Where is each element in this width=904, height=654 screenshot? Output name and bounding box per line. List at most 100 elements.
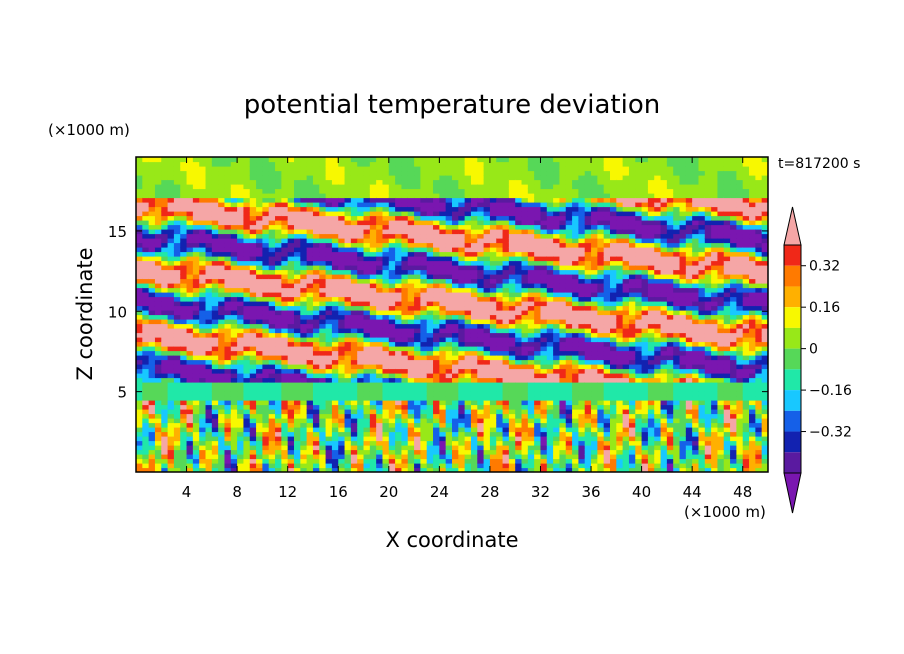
field-cell <box>515 251 523 257</box>
field-cell <box>401 373 409 379</box>
field-cell <box>136 373 143 379</box>
field-cell <box>388 364 396 370</box>
field-cell <box>243 157 251 163</box>
field-cell <box>173 292 181 298</box>
field-cell <box>534 404 542 410</box>
field-cell <box>496 328 504 334</box>
field-cell <box>502 251 510 257</box>
field-cell <box>224 319 232 325</box>
field-cell <box>369 179 377 185</box>
field-cell <box>489 458 497 464</box>
field-cell <box>192 409 200 415</box>
field-cell <box>483 404 491 410</box>
field-cell <box>173 386 181 392</box>
field-cell <box>275 359 282 365</box>
field-cell <box>249 350 257 356</box>
field-cell <box>237 170 245 176</box>
field-cell <box>167 238 175 244</box>
field-cell <box>167 323 175 329</box>
field-cell <box>205 296 213 302</box>
field-cell <box>325 269 333 275</box>
field-cell <box>489 161 497 167</box>
field-cell <box>382 386 390 392</box>
field-cell <box>237 287 245 293</box>
field-cell <box>268 467 276 472</box>
field-cell <box>369 224 377 230</box>
field-cell <box>338 377 346 383</box>
field-cell <box>363 323 371 329</box>
field-cell <box>508 292 516 298</box>
field-cell <box>489 431 497 437</box>
field-cell <box>211 184 219 190</box>
field-cell <box>211 368 219 374</box>
field-cell <box>230 463 238 469</box>
field-cell <box>230 328 238 334</box>
field-cell <box>142 449 150 455</box>
field-cell <box>433 310 440 316</box>
field-cell <box>414 449 421 455</box>
field-cell <box>489 350 497 356</box>
field-cell <box>553 431 561 437</box>
field-cell <box>401 166 409 172</box>
field-cell <box>546 251 554 257</box>
field-cell <box>521 274 529 280</box>
field-cell <box>167 157 175 163</box>
field-cell <box>369 170 377 176</box>
field-cell <box>136 404 143 410</box>
field-cell <box>553 265 561 271</box>
field-cell <box>312 305 320 311</box>
field-cell <box>477 215 485 221</box>
field-cell <box>496 368 504 374</box>
field-cell <box>319 175 327 181</box>
field-cell <box>395 157 403 163</box>
field-cell <box>508 431 516 437</box>
field-cell <box>395 364 403 370</box>
field-cell <box>521 445 529 451</box>
field-cell <box>395 206 403 212</box>
field-cell <box>230 197 238 203</box>
field-cell <box>388 256 396 262</box>
field-cell <box>306 391 314 397</box>
field-cell <box>350 440 358 446</box>
field-cell <box>218 157 226 163</box>
field-cell <box>192 413 200 419</box>
field-cell <box>243 463 251 469</box>
field-cell <box>433 211 440 217</box>
field-cell <box>161 467 169 472</box>
field-cell <box>344 386 352 392</box>
field-cell <box>312 188 320 194</box>
field-cell <box>331 166 339 172</box>
field-cell <box>470 238 478 244</box>
field-cell <box>262 193 270 199</box>
field-cell <box>199 368 207 374</box>
field-cell <box>199 341 207 347</box>
field-cell <box>470 166 478 172</box>
field-cell <box>553 323 561 329</box>
field-cell <box>515 220 523 226</box>
field-cell <box>300 157 308 163</box>
field-cell <box>344 404 352 410</box>
field-cell <box>294 251 301 257</box>
field-cell <box>350 260 358 266</box>
field-cell <box>527 247 535 253</box>
field-cell <box>452 413 459 419</box>
field-cell <box>142 382 150 388</box>
field-cell <box>142 206 150 212</box>
field-cell <box>540 467 548 472</box>
field-cell <box>268 197 276 203</box>
field-cell <box>420 251 428 257</box>
field-cell <box>527 431 535 437</box>
field-cell <box>218 440 226 446</box>
field-cell <box>395 188 403 194</box>
field-cell <box>521 197 529 203</box>
field-cell <box>230 193 238 199</box>
field-cell <box>338 278 346 284</box>
field-cell <box>167 341 175 347</box>
field-cell <box>237 440 245 446</box>
field-cell <box>136 368 143 374</box>
field-cell <box>167 256 175 262</box>
field-cell <box>262 440 270 446</box>
field-cell <box>243 413 251 419</box>
field-cell <box>218 337 226 343</box>
field-cell <box>559 287 567 293</box>
